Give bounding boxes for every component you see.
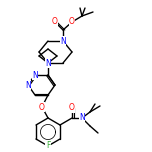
Text: O: O	[39, 102, 45, 112]
Text: N: N	[45, 59, 51, 67]
Text: N: N	[60, 36, 66, 45]
Text: N: N	[79, 114, 85, 123]
Text: O: O	[69, 17, 75, 26]
Text: N: N	[32, 71, 38, 79]
Text: O: O	[52, 17, 58, 26]
Text: N: N	[25, 81, 31, 90]
Text: F: F	[46, 142, 50, 150]
Text: O: O	[69, 104, 75, 112]
